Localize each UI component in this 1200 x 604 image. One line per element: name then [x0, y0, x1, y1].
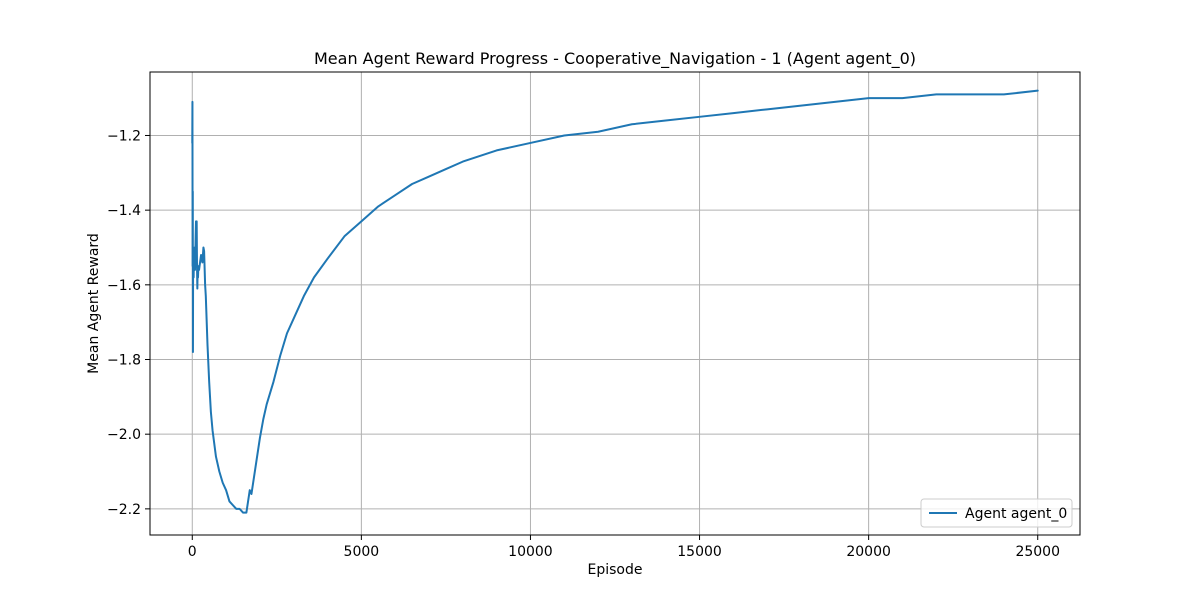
y-tick-label: −2.2: [107, 502, 141, 518]
series-line-agent-agent-0: [191, 89, 1039, 514]
y-axis-label: Mean Agent Reward: [86, 233, 102, 374]
legend-label: Agent agent_0: [965, 506, 1067, 522]
x-tick-label: 10000: [508, 544, 553, 560]
y-tick-label: −1.8: [107, 353, 141, 369]
chart-title: Mean Agent Reward Progress - Cooperative…: [314, 49, 916, 69]
legend-box: [920, 498, 1073, 528]
plot-frame: [149, 71, 1081, 536]
axis-ticks: 0 5000 10000 15000 20000 25000 −2.2 −2.0 −1.8 −1.…: [107, 128, 1060, 560]
y-tick-label: −2.0: [107, 427, 141, 443]
x-tick-label: 5000: [344, 544, 380, 560]
y-tick-label: −1.6: [107, 278, 141, 294]
series-layer: [191, 89, 1039, 514]
y-tick-label: −1.2: [107, 128, 141, 144]
x-tick-label: 20000: [846, 544, 891, 560]
x-tick-label: 25000: [1015, 544, 1060, 560]
x-axis-label: Episode: [588, 562, 643, 578]
x-tick-label: 15000: [677, 544, 722, 560]
y-tick-label: −1.4: [107, 203, 141, 219]
legend: Agent agent_0: [920, 498, 1073, 528]
x-tick-label: 0: [188, 544, 197, 560]
